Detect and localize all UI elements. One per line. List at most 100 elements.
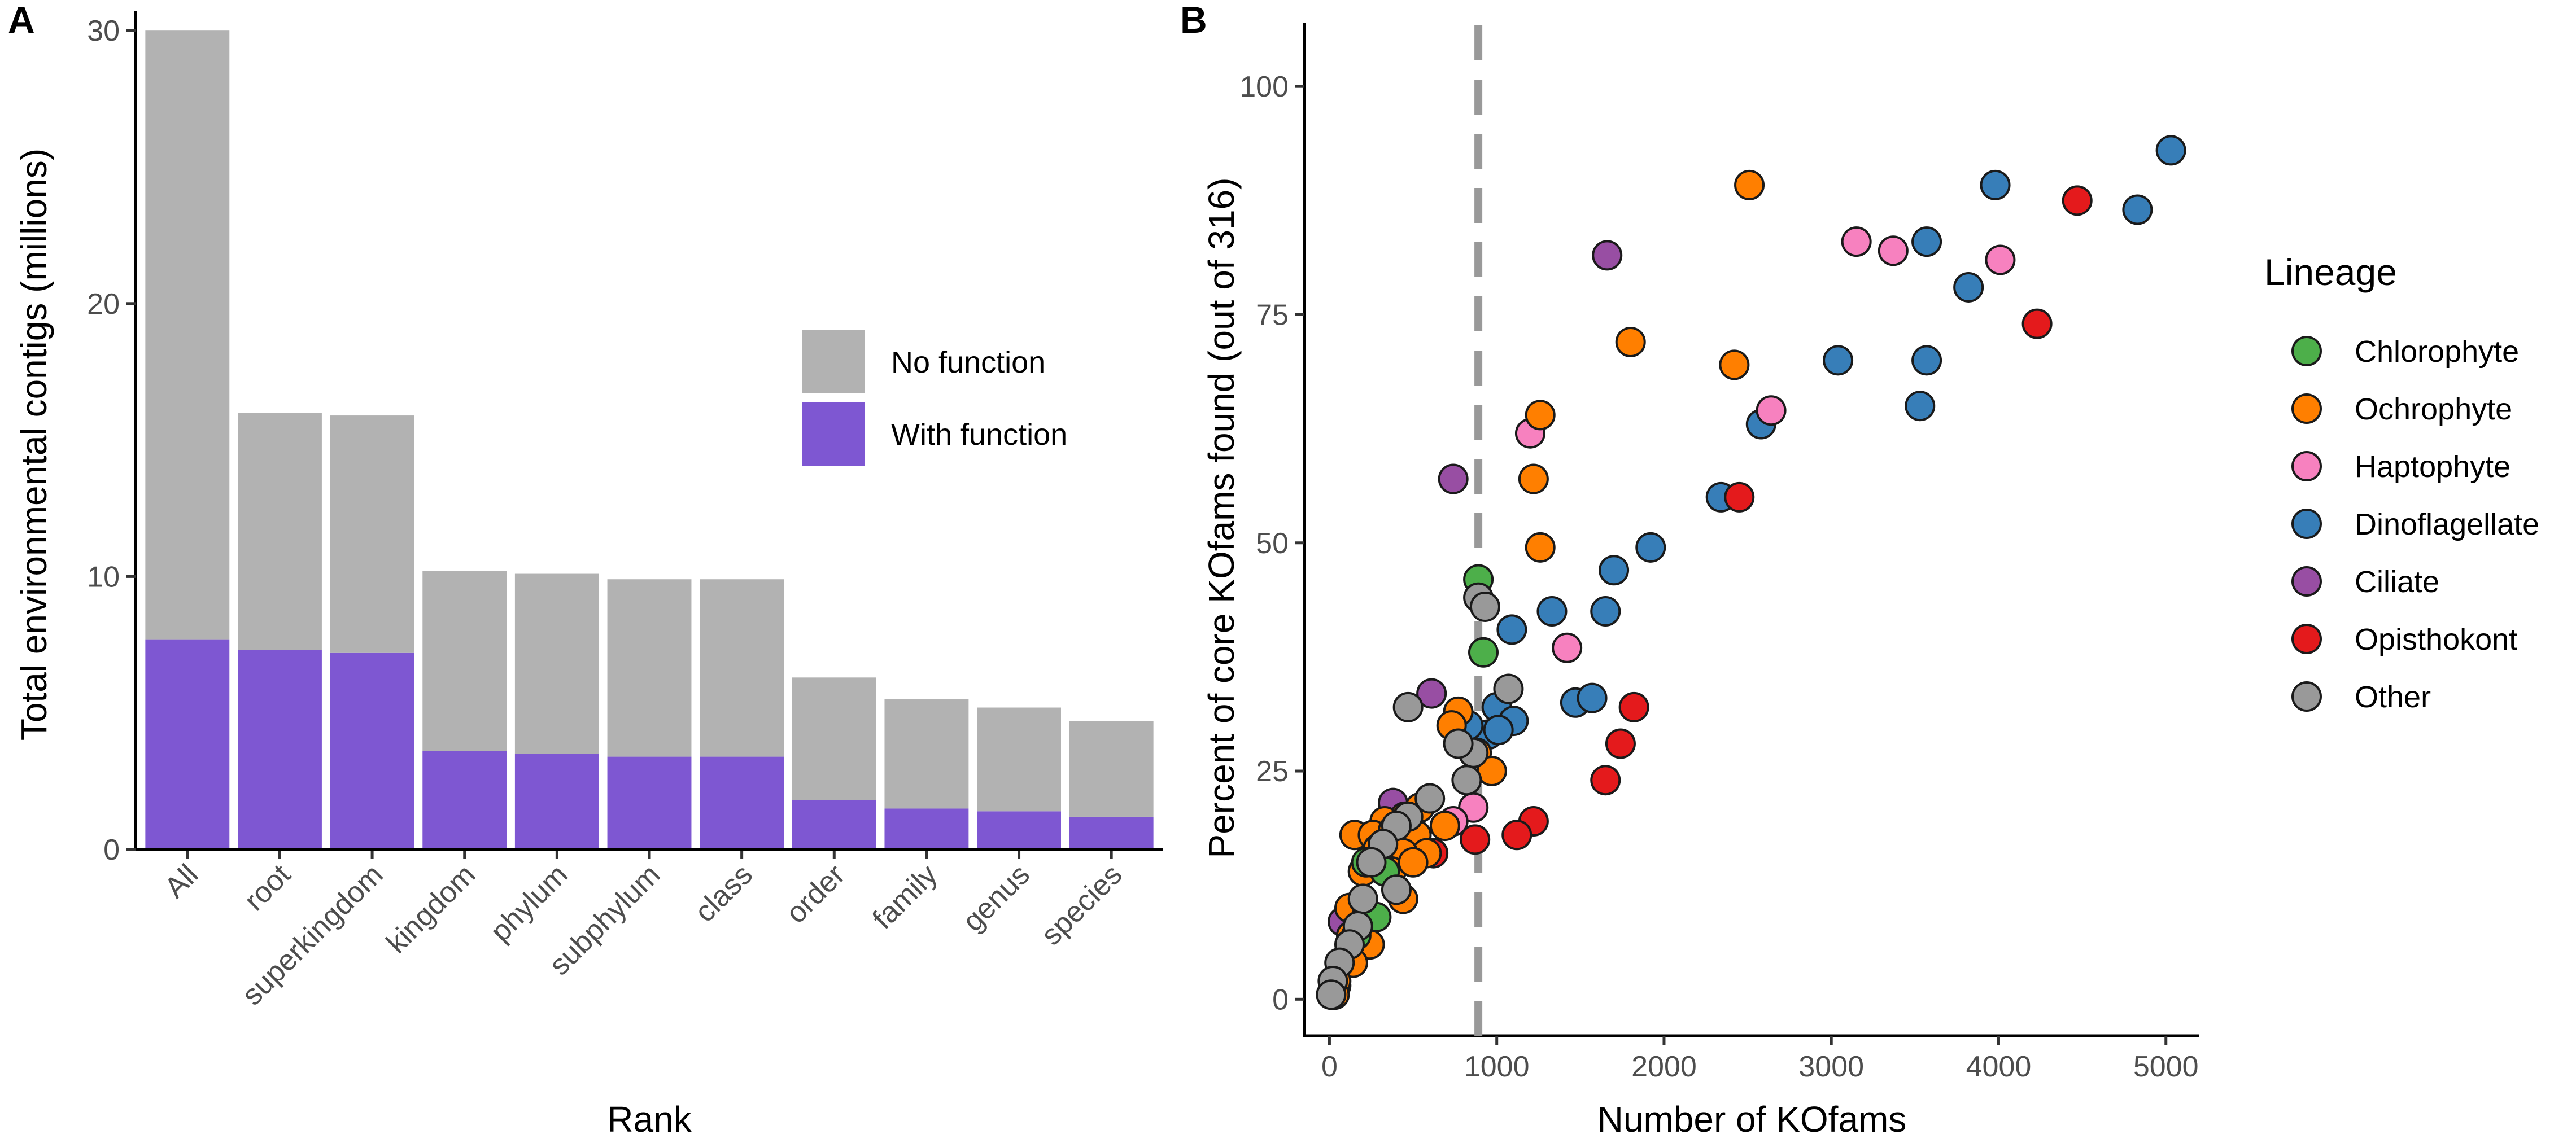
point-haptophyte	[1756, 395, 1787, 426]
point-opisthokont	[1590, 765, 1621, 796]
x-tick-label: species	[1035, 858, 1129, 952]
point-ciliate	[1592, 240, 1623, 271]
x-tick-label: 3000	[1798, 1050, 1864, 1083]
point-other	[1356, 847, 1387, 878]
legend-marker	[2291, 681, 2322, 712]
point-other	[1414, 783, 1446, 814]
legend-marker	[2291, 624, 2322, 654]
bar-family-with-function	[884, 808, 969, 849]
point-ochrophyte	[1525, 532, 1556, 563]
point-dinoflagellate	[1483, 715, 1514, 746]
point-opisthokont	[1460, 824, 1491, 855]
y-tick-label: 0	[103, 834, 120, 866]
legend-label: Other	[2355, 680, 2431, 714]
bar-genus-with-function	[977, 811, 1061, 849]
panel-b: B 0 1000 2000 3000 4000 5000 0 25 50 75 100 Number…	[1180, 0, 2539, 1140]
point-ochrophyte	[1719, 349, 1750, 380]
point-other	[1392, 691, 1424, 722]
x-tick-label: genus	[957, 858, 1036, 938]
panel-a-letter: A	[8, 0, 35, 41]
point-dinoflagellate	[2122, 194, 2153, 225]
point-opisthokont	[1501, 820, 1532, 851]
bar-All-no-function	[145, 30, 230, 640]
point-opisthokont	[1724, 481, 1755, 513]
panel-b-letter: B	[1180, 0, 1207, 41]
bar-kingdom-no-function	[422, 571, 507, 751]
bar-subphylum-with-function	[607, 756, 692, 849]
bar-phylum-with-function	[514, 754, 599, 849]
legend-label: Haptophyte	[2355, 450, 2510, 484]
point-dinoflagellate	[1823, 345, 1854, 376]
point-other	[1381, 874, 1412, 905]
point-opisthokont	[2021, 308, 2053, 339]
point-dinoflagellate	[1599, 555, 1630, 586]
point-opisthokont	[1605, 728, 1636, 759]
legend-swatch	[802, 330, 865, 393]
point-ochrophyte	[1615, 326, 1646, 357]
y-tick-label: 30	[87, 15, 120, 47]
bar-genus-no-function	[977, 707, 1061, 812]
panel-b-legend: Lineage Chlorophyte Ochrophyte Haptophyte D…	[2264, 251, 2539, 714]
panel-b-legend-title: Lineage	[2264, 251, 2397, 293]
y-tick-label: 25	[1256, 755, 1289, 788]
bar-All-with-function	[145, 639, 230, 849]
panel-b-axes: 0 1000 2000 3000 4000 5000 0 25 50 75 100	[1239, 23, 2199, 1083]
point-other	[1493, 673, 1524, 704]
y-tick-label: 20	[87, 288, 120, 321]
point-ciliate	[1416, 678, 1447, 709]
panel-a-x-axis-title: Rank	[607, 1099, 692, 1140]
legend-label: Opisthokont	[2355, 623, 2517, 656]
point-dinoflagellate	[1536, 596, 1568, 627]
x-tick-label: 5000	[2133, 1050, 2199, 1083]
bar-class-with-function	[700, 756, 784, 849]
x-tick-label: 4000	[1966, 1050, 2032, 1083]
panel-a-legend: No function With function	[802, 330, 1067, 466]
point-dinoflagellate	[1635, 532, 1666, 563]
legend-label: Ochrophyte	[2355, 392, 2512, 426]
legend-label: Dinoflagellate	[2355, 507, 2539, 541]
y-tick-label: 100	[1239, 71, 1289, 103]
y-tick-label: 0	[1272, 983, 1289, 1016]
point-dinoflagellate	[1496, 614, 1527, 645]
panel-a-y-axis-title: Total environmental contigs (millions)	[14, 148, 54, 741]
legend-label: With function	[891, 418, 1067, 452]
x-tick-label: family	[866, 858, 944, 935]
x-tick-label: 0	[1321, 1050, 1338, 1083]
point-other	[1316, 979, 1347, 1010]
point-haptophyte	[1985, 244, 2016, 275]
bar-root-with-function	[238, 650, 322, 849]
y-tick-label: 75	[1256, 299, 1289, 331]
panel-b-x-axis-title: Number of KOfams	[1597, 1099, 1907, 1140]
bar-species-no-function	[1069, 721, 1154, 817]
x-tick-label: 1000	[1464, 1050, 1530, 1083]
bar-class-no-function	[700, 579, 784, 757]
point-other	[1451, 765, 1482, 796]
point-haptophyte	[1841, 226, 1872, 257]
point-ciliate	[1438, 463, 1469, 494]
bar-order-with-function	[792, 800, 876, 849]
legend-swatch	[802, 402, 865, 466]
bar-subphylum-no-function	[607, 579, 692, 757]
legend-marker	[2291, 509, 2322, 539]
point-ochrophyte	[1734, 169, 1765, 200]
bar-phylum-no-function	[514, 573, 599, 754]
point-dinoflagellate	[1590, 596, 1621, 627]
legend-marker	[2291, 451, 2322, 481]
legend-marker	[2291, 566, 2322, 597]
x-tick-label: 2000	[1631, 1050, 1697, 1083]
point-dinoflagellate	[1980, 169, 2011, 200]
point-dinoflagellate	[1953, 271, 1984, 303]
legend-marker	[2291, 336, 2322, 366]
panel-a-bars	[145, 30, 1154, 849]
bar-superkingdom-with-function	[330, 652, 414, 849]
x-tick-label: kingdom	[380, 858, 482, 960]
point-ochrophyte	[1429, 811, 1460, 842]
y-tick-label: 50	[1256, 527, 1289, 560]
legend-marker	[2291, 393, 2322, 424]
panel-b-points	[1316, 135, 2186, 1010]
point-other	[1347, 883, 1378, 914]
point-haptophyte	[1878, 235, 1909, 266]
point-dinoflagellate	[1911, 345, 1942, 376]
